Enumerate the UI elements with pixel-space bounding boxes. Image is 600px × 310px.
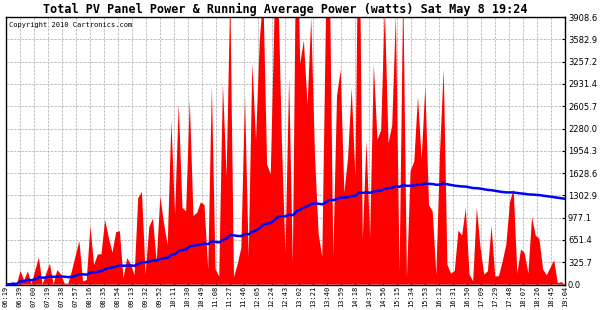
Text: Copyright 2010 Cartronics.com: Copyright 2010 Cartronics.com bbox=[8, 22, 132, 29]
Title: Total PV Panel Power & Running Average Power (watts) Sat May 8 19:24: Total PV Panel Power & Running Average P… bbox=[43, 3, 528, 16]
